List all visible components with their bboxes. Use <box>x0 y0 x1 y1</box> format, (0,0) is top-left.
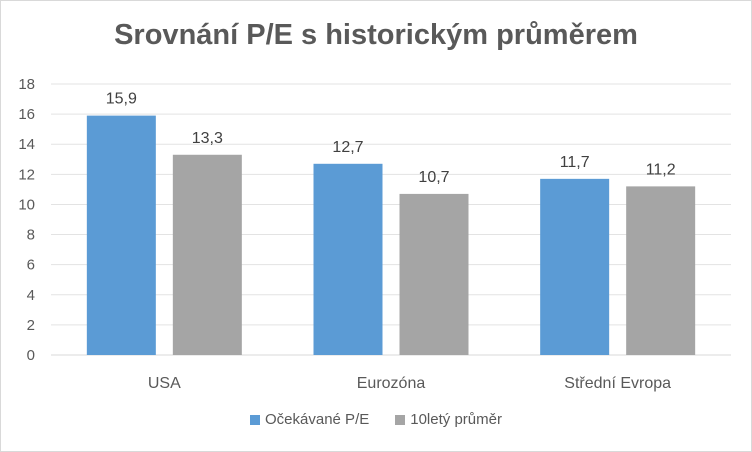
x-category-label: USA <box>148 375 181 392</box>
legend-item-expected-pe: Očekávané P/E <box>250 411 369 428</box>
legend-swatch-blue <box>250 414 261 425</box>
legend-label: 10letý průměr <box>410 411 502 428</box>
y-tick-label: 12 <box>18 166 35 183</box>
y-tick-label: 14 <box>18 136 35 153</box>
data-label: 15,9 <box>106 91 137 108</box>
y-tick-label: 2 <box>27 317 35 334</box>
y-tick-label: 4 <box>27 287 35 304</box>
x-category-label: Střední Evropa <box>564 375 671 392</box>
legend-swatch-gray <box>395 414 406 425</box>
bar-eurozóna-series-1 <box>399 193 469 355</box>
x-category-label: Eurozóna <box>357 375 426 392</box>
data-label: 11,7 <box>560 154 590 171</box>
y-tick-label: 10 <box>18 196 35 213</box>
legend-item-10y-average: 10letý průměr <box>395 411 502 428</box>
y-tick-label: 18 <box>18 76 35 93</box>
y-tick-label: 16 <box>18 106 35 123</box>
data-label: 10,7 <box>418 169 449 186</box>
chart-title: Srovnání P/E s historickým průměrem <box>114 19 638 51</box>
bar-střední-evropa-series-0 <box>540 178 610 355</box>
data-label: 12,7 <box>332 139 363 156</box>
data-label: 11,2 <box>646 161 676 178</box>
data-label: 13,3 <box>192 130 223 147</box>
y-tick-label: 6 <box>27 257 35 274</box>
bar-usa-series-1 <box>172 154 242 355</box>
legend: Očekávané P/E 10letý průměr <box>1 411 751 428</box>
y-tick-label: 0 <box>27 347 35 364</box>
y-tick-label: 8 <box>27 227 35 244</box>
bar-střední-evropa-series-1 <box>626 186 696 355</box>
bar-eurozóna-series-0 <box>313 163 383 355</box>
legend-label: Očekávané P/E <box>265 411 370 428</box>
bar-usa-series-0 <box>86 115 156 355</box>
